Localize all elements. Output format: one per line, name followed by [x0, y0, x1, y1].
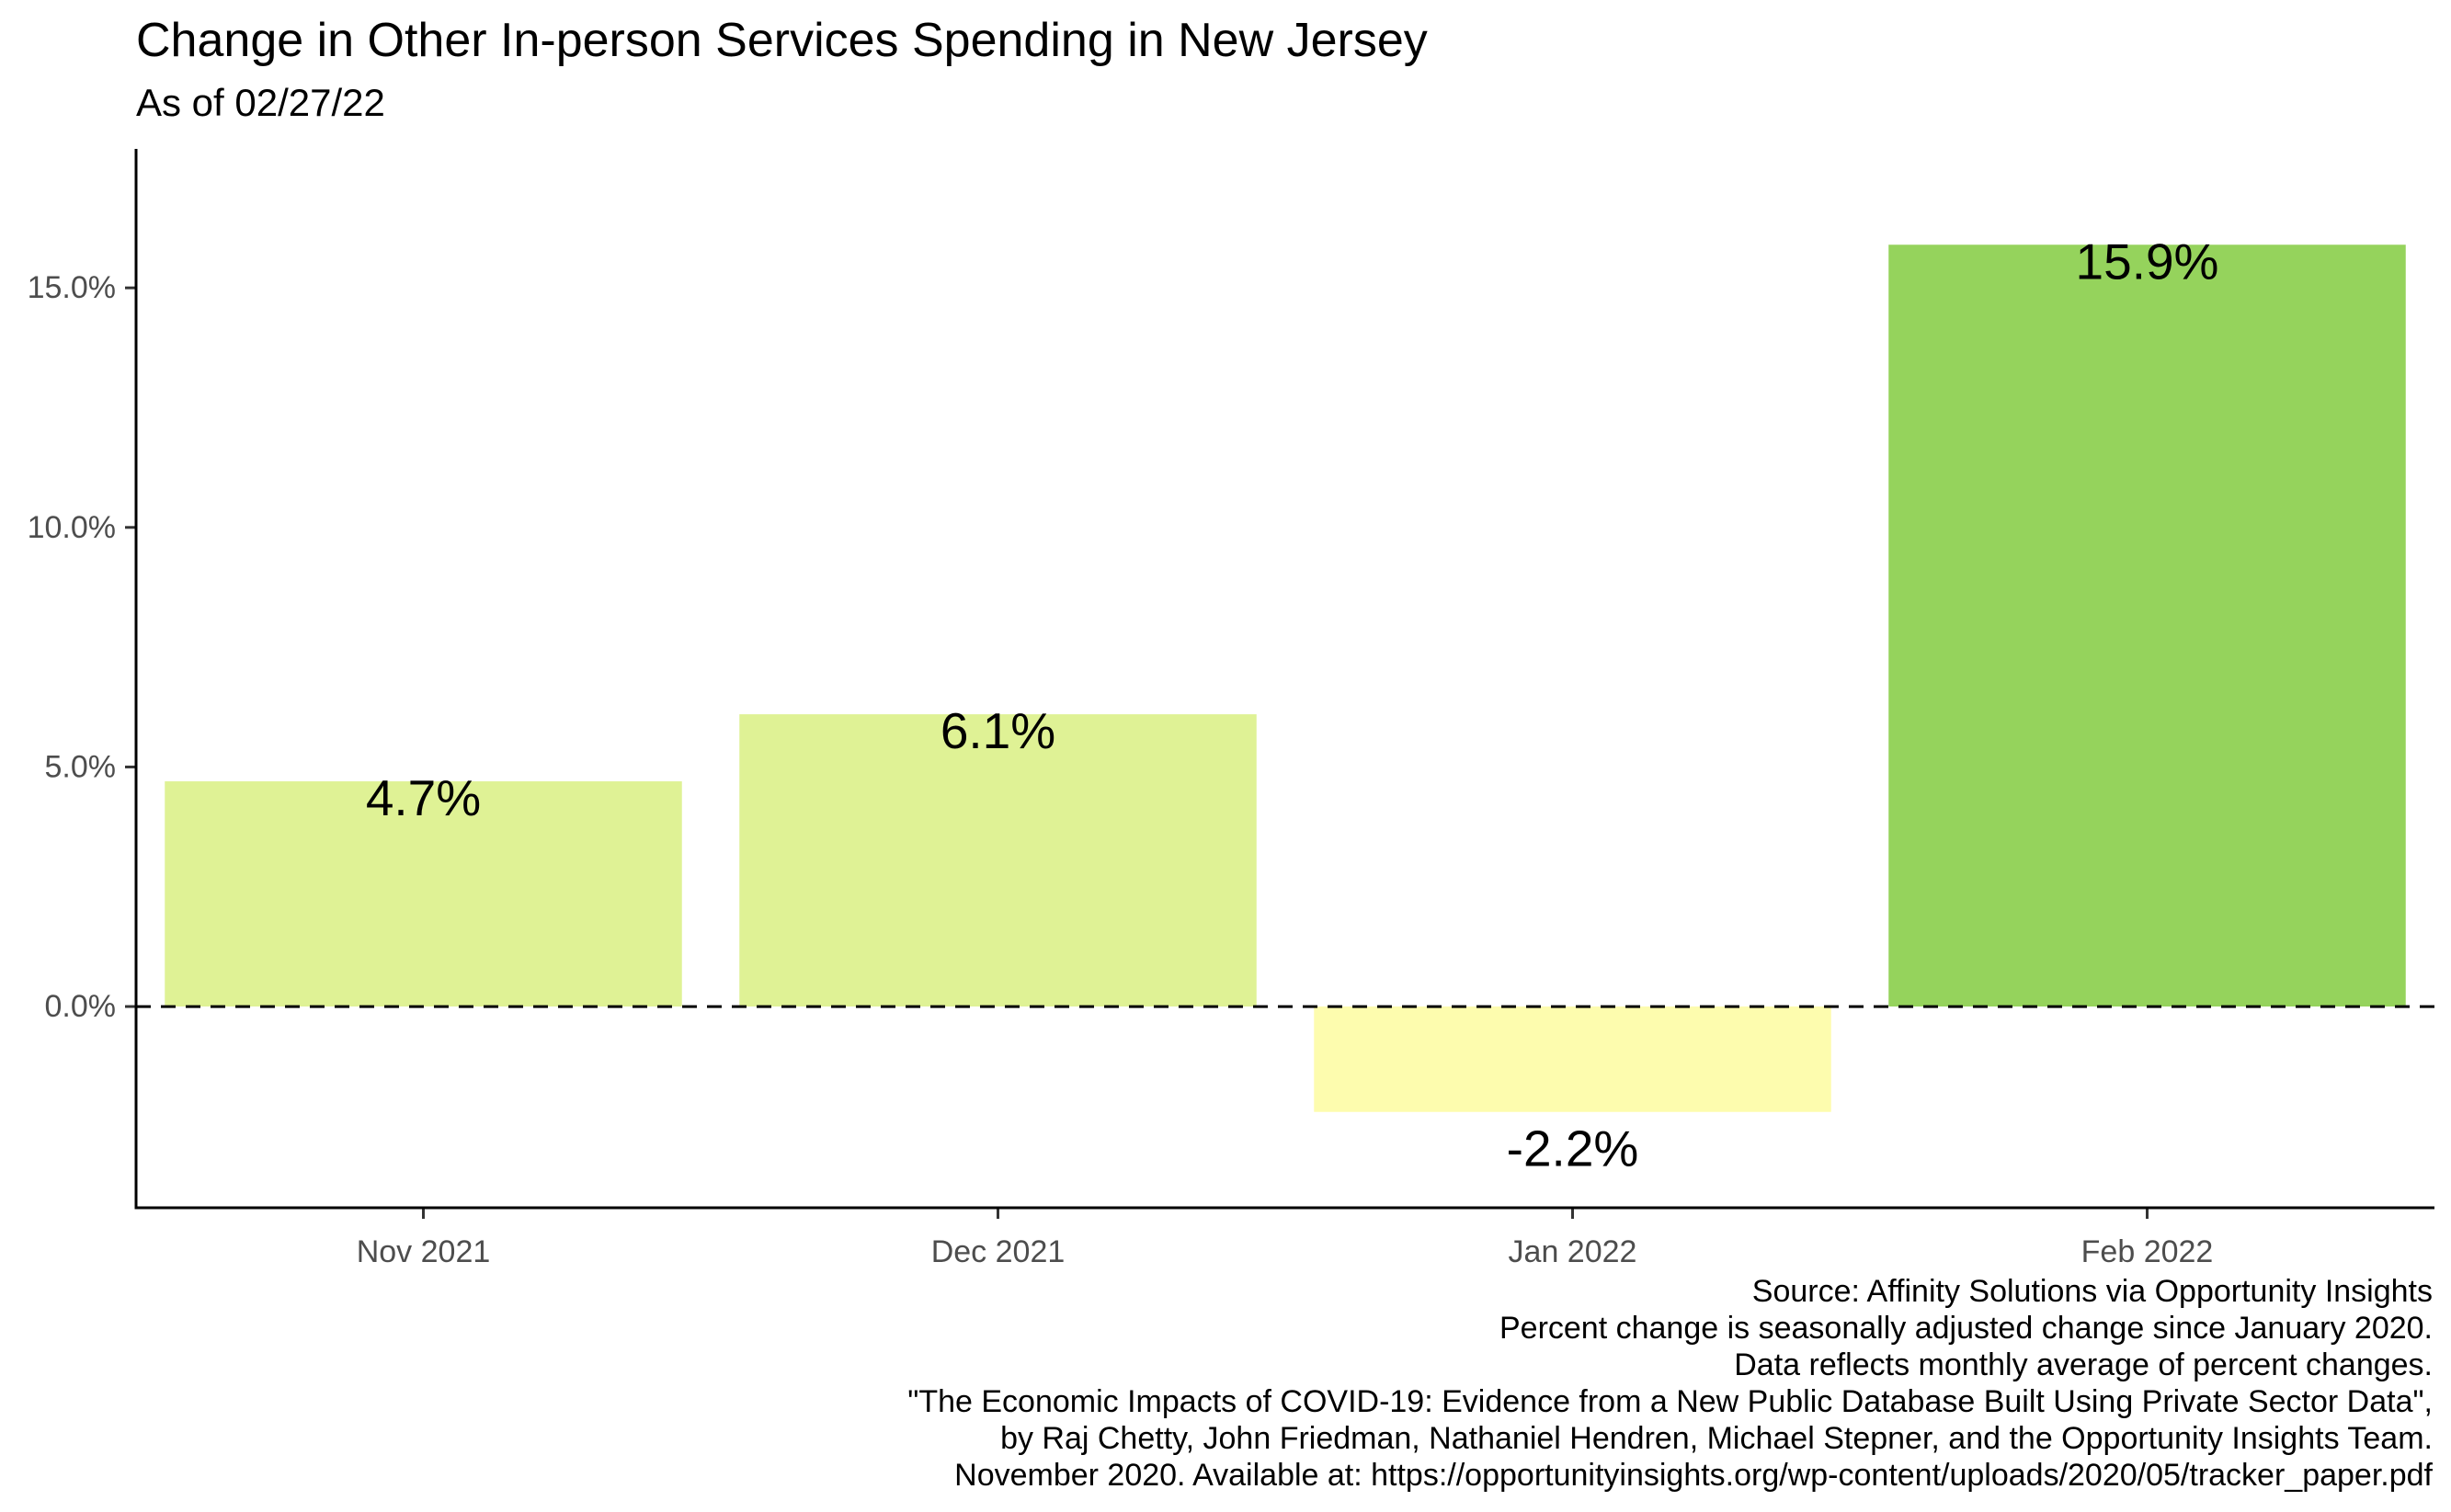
bars-layer	[165, 244, 2406, 1111]
caption-line-url: November 2020. Available at: https://opp…	[907, 1457, 2433, 1494]
bar-jan-2022	[1314, 1006, 1831, 1112]
x-tick-label-feb-2022: Feb 2022	[2081, 1234, 2214, 1269]
data-label-feb-2022: 15.9%	[2076, 233, 2219, 290]
x-tick-label-dec-2021: Dec 2021	[931, 1234, 1066, 1269]
y-tick-label-2: 10.0%	[28, 510, 116, 545]
x-tick-label-jan-2022: Jan 2022	[1509, 1234, 1637, 1269]
caption-line-method: Percent change is seasonally adjusted ch…	[907, 1310, 2433, 1347]
data-label-nov-2021: 4.7%	[366, 769, 481, 826]
bar-feb-2022	[1888, 244, 2406, 1006]
y-tick-label-3: 15.0%	[28, 270, 116, 305]
data-label-dec-2021: 6.1%	[940, 702, 1055, 759]
caption-line-source: Source: Affinity Solutions via Opportuni…	[907, 1273, 2433, 1310]
data-label-jan-2022: -2.2%	[1507, 1120, 1639, 1177]
x-tick-label-nov-2021: Nov 2021	[357, 1234, 491, 1269]
caption-line-paper-title: "The Economic Impacts of COVID-19: Evide…	[907, 1383, 2433, 1420]
y-tick-label-0: 0.0%	[45, 989, 117, 1024]
y-tick-label-1: 5.0%	[45, 749, 117, 784]
chart-caption: Source: Affinity Solutions via Opportuni…	[907, 1273, 2433, 1494]
caption-line-average: Data reflects monthly average of percent…	[907, 1347, 2433, 1383]
caption-line-authors: by Raj Chetty, John Friedman, Nathaniel …	[907, 1420, 2433, 1457]
